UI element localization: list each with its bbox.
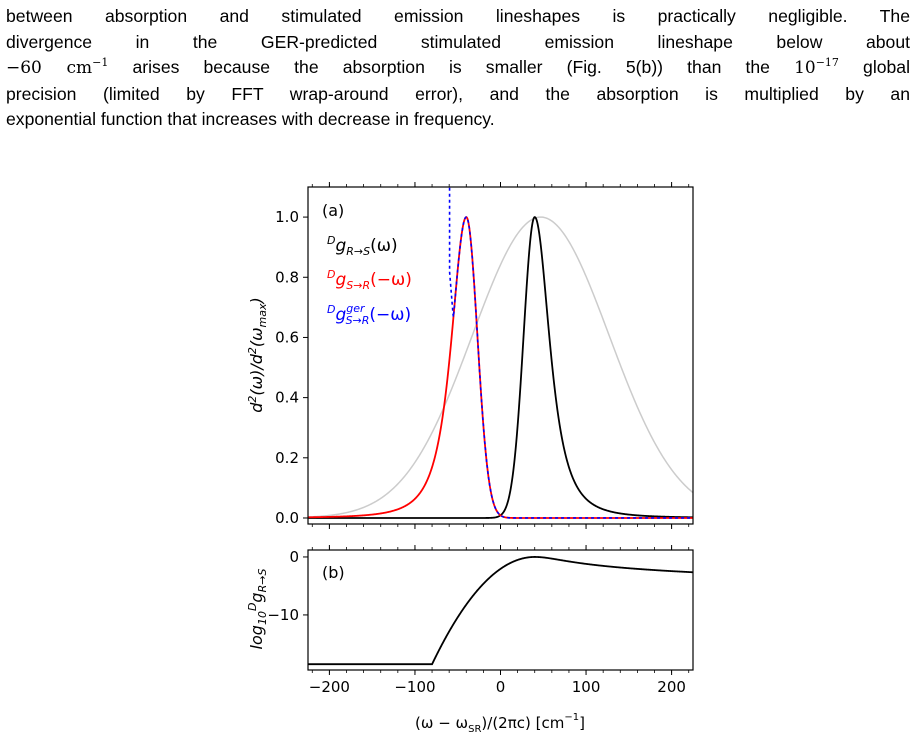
panel-b: −200 −100 0 100 200 0 −10 (b) log10DgR→S: [246, 545, 694, 696]
math-minus-60: −60 cm: [6, 58, 93, 78]
series-ger-emission: [448, 187, 693, 519]
series-log-absorption: [308, 556, 693, 666]
panel-b-xtick-label: 0: [496, 678, 506, 696]
panel-a-ytick-label: 0.2: [275, 449, 299, 467]
math-ten: 10: [794, 58, 816, 78]
panel-b-ytick-label: −10: [267, 606, 299, 624]
body-paragraph: between absorption and stimulated emissi…: [6, 4, 910, 133]
panel-a: 0.0 0.2 0.4 0.6 0.8 1.0 (a) DgR→S(ω) DgS→R(−ω…: [246, 182, 694, 529]
panel-b-xtick-label: −100: [394, 678, 435, 696]
series-gray-broad: [308, 216, 693, 518]
paragraph-line-5: exponential function that increases with…: [6, 109, 495, 129]
panel-a-ytick-label: 0.0: [275, 509, 299, 527]
paragraph-line-1: between absorption and stimulated emissi…: [6, 6, 910, 26]
panel-a-label: (a): [322, 201, 344, 220]
panel-b-label: (b): [322, 563, 345, 582]
series-absorption: [308, 216, 693, 519]
panel-a-ytick-label: 0.6: [275, 328, 299, 346]
legend-entry-ger-emission: Dgger S→R(−ω): [327, 302, 411, 327]
paragraph-line-3: −60 cm−1 arises because the absorption i…: [6, 55, 910, 82]
panel-a-ylabel: d2(ω)/d2(ωmax): [246, 297, 269, 412]
panel-a-ytick-label: 1.0: [275, 208, 299, 226]
legend: DgR→S(ω) DgS→R(−ω) Dgger S→R(−ω): [327, 234, 412, 327]
panel-b-xtick-label: 200: [657, 678, 686, 696]
panel-b-xtick-label: −200: [309, 678, 350, 696]
paragraph-text-3a: arises because the absorption is smaller…: [108, 57, 795, 77]
x-axis-label: (ω − ωSR)/(2πc) [cm−1]: [415, 712, 585, 735]
legend-entry-emission: DgS→R(−ω): [327, 268, 412, 292]
panel-a-frame: [307, 186, 694, 525]
paragraph-line-4: precision (limited by FFT wrap-around er…: [6, 83, 910, 104]
panel-a-ytick-label: 0.8: [275, 268, 299, 286]
paragraph-line-2: divergence in the GER-predicted stimulat…: [6, 31, 910, 52]
math-exp-1: −1: [92, 56, 109, 69]
panel-a-ytick-label: 0.4: [275, 389, 299, 407]
legend-entry-absorption: DgR→S(ω): [327, 234, 398, 258]
panel-b-ylabel: log10DgR→S: [246, 569, 269, 650]
paragraph-text-3b: global: [838, 57, 911, 77]
panel-b-ytick-label: 0: [289, 548, 299, 566]
math-exp-17: −17: [815, 56, 839, 69]
panel-b-xtick-label: 100: [572, 678, 601, 696]
series-emission: [308, 216, 693, 519]
